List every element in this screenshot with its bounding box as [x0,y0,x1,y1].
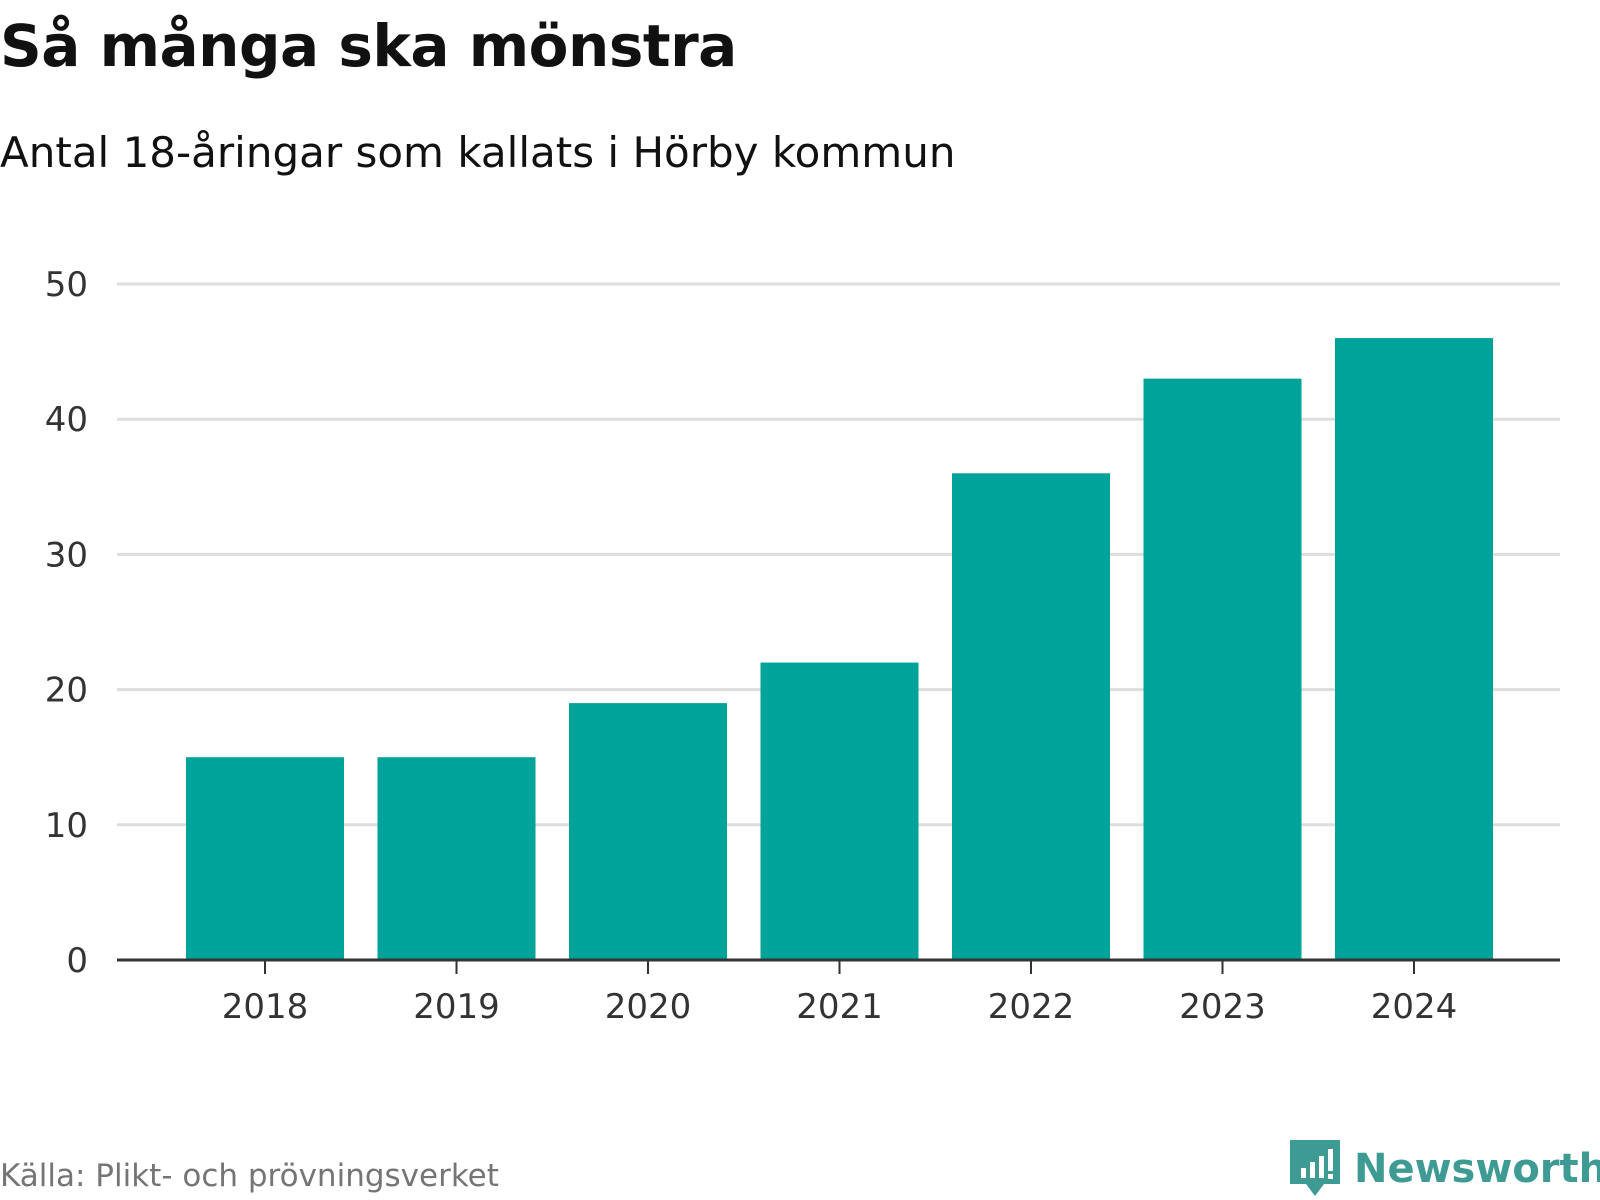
bar-2023 [1143,378,1302,960]
x-tick-label: 2023 [1179,987,1266,1027]
y-tick-label: 40 [45,400,88,440]
bar-2020 [569,703,727,960]
bar-chart: 0 10 20 30 40 50 2018 2019 2020 2021 2022 2023 2024 [45,265,1560,1027]
y-tick-label: 10 [45,806,88,846]
bar-2024 [1335,338,1493,961]
x-tick-label: 2020 [605,987,692,1027]
bar-2021 [760,662,919,960]
bar-2022 [952,473,1110,960]
x-tick-label: 2024 [1371,987,1458,1027]
bar-2018 [186,757,344,960]
x-tick-label: 2021 [796,987,883,1027]
brand-name: Newsworthy [1354,1146,1600,1192]
x-tick-label: 2018 [222,987,309,1027]
y-tick-label: 0 [66,941,88,981]
y-axis-tick-labels: 0 10 20 30 40 50 [45,265,88,981]
x-tick-label: 2022 [988,987,1075,1027]
y-tick-label: 50 [45,265,88,305]
newsworthy-logo-icon [1290,1140,1340,1196]
x-tick-label: 2019 [413,987,500,1027]
bars [186,338,1493,961]
y-tick-label: 30 [45,535,88,575]
bar-2019 [377,757,536,960]
y-tick-label: 20 [45,671,88,711]
chart-title: Så många ska mönstra [0,12,737,80]
chart-subtitle: Antal 18-åringar som kallats i Hörby kom… [0,128,956,177]
x-axis-tick-labels: 2018 2019 2020 2021 2022 2023 2024 [222,960,1458,1027]
brand-logo: Newsworthy [1290,1140,1600,1198]
source-note: Källa: Plikt- och prövningsverket [0,1158,499,1194]
